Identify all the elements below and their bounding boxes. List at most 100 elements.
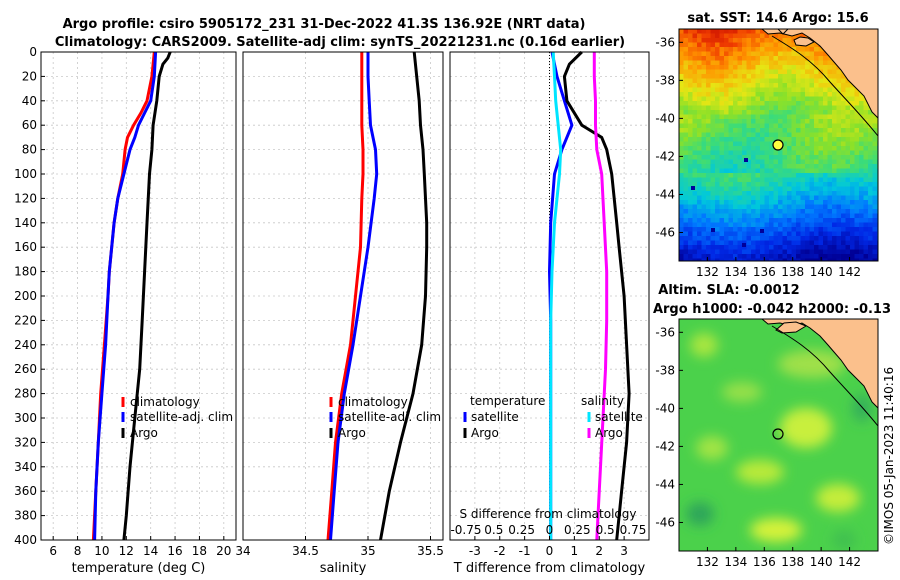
map-x-tick-label: 140 [810, 555, 833, 569]
y-tick-label: 320 [14, 435, 37, 449]
x-tick-label: 6 [49, 544, 57, 558]
sla-map [679, 319, 878, 551]
x-tick-label: 18 [192, 544, 207, 558]
x-tick-label: 35 [360, 544, 375, 558]
figure-title-line1: Argo profile: csiro 5905172_231 31-Dec-2… [63, 17, 586, 32]
s-difference-tick-label: 0.5 [596, 523, 615, 537]
x-tick-label: 34 [235, 544, 250, 558]
sst-map-frame [678, 28, 879, 262]
x-tick-label: -1 [519, 544, 531, 558]
legend-label-climatology: climatology [338, 395, 408, 409]
x-tick-label: 34.5 [292, 544, 319, 558]
legend-label-argo: Argo [338, 426, 366, 440]
x-tick-label: 35.5 [417, 544, 444, 558]
sst-map [679, 29, 878, 261]
map-y-tick-label: -44 [655, 187, 675, 201]
y-tick-label: 300 [14, 411, 37, 425]
map-x-tick-label: 142 [838, 555, 861, 569]
x-tick-label: 20 [216, 544, 231, 558]
legend-label-t-argo: Argo [471, 426, 499, 440]
legend-label-argo: Argo [130, 426, 158, 440]
map-x-tick-label: 134 [724, 265, 747, 279]
series-line-argo [379, 51, 429, 541]
legend-label-satellite: satellite-adj. clim [338, 410, 441, 424]
y-tick-label: 80 [22, 143, 37, 157]
figure-title-line2: Climatology: CARS2009. Satellite-adj cli… [55, 35, 625, 50]
s-difference-label: S difference from climatology [460, 507, 637, 521]
y-tick-label: 400 [14, 533, 37, 547]
legend-label-s-satellite: satellite [595, 410, 643, 424]
plot-frame [242, 51, 444, 541]
y-tick-label: 140 [14, 216, 37, 230]
kangaroo-island [793, 36, 815, 47]
gulf-coast [777, 29, 789, 35]
y-tick-label: 160 [14, 240, 37, 254]
x-tick-label: 10 [94, 544, 109, 558]
difference-panel: -3 -2 -1 0 1 2 3 T difference from climatology -… [449, 50, 650, 576]
legend-label-s-argo: Argo [595, 426, 623, 440]
map-x-tick-label: 138 [781, 555, 804, 569]
series-line-argo [122, 51, 172, 541]
legend-label-climatology: climatology [130, 395, 200, 409]
series-line-s-satellite [549, 51, 563, 540]
map-x-tick-label: 142 [838, 265, 861, 279]
map-x-tick-label: 134 [724, 555, 747, 569]
map-y-tick-label: -36 [655, 325, 675, 339]
map-y-tick-label: -44 [655, 477, 675, 491]
map-x-tick-label: 132 [696, 555, 719, 569]
y-tick-label: 220 [14, 313, 37, 327]
y-tick-label: 360 [14, 484, 37, 498]
series-line-climatology [326, 52, 365, 541]
y-tick-label: 200 [14, 289, 37, 303]
sst-map-title: sat. SST: 14.6 Argo: 15.6 [687, 11, 868, 26]
map-x-tick-label: 136 [753, 555, 776, 569]
s-difference-tick-label: 0.25 [564, 523, 591, 537]
s-difference-tick-label: 0.25 [508, 523, 535, 537]
y-tick-label: 340 [14, 460, 37, 474]
x-tick-label: 0 [546, 544, 554, 558]
sla-map-frame [678, 318, 879, 552]
x-axis-label: T difference from climatology [453, 561, 646, 576]
map-y-tick-label: -42 [655, 439, 675, 453]
map-y-tick-label: -40 [655, 111, 675, 125]
series-line-satellite-adj-clim [329, 52, 379, 541]
argo-location-marker [772, 139, 784, 151]
series-line-s-argo [592, 52, 609, 541]
y-tick-label: 60 [22, 118, 37, 132]
difference-legend: temperature satellite Argo salinity sate… [463, 394, 643, 440]
s-difference-tick-label: 0 [546, 523, 554, 537]
temperature-panel: 6 8 10 12 14 16 18 20 temperature (deg C) 0 20 40 60… [14, 45, 237, 576]
y-tick-label: 120 [14, 191, 37, 205]
s-difference-tick-label: 0.5 [484, 523, 503, 537]
x-tick-label: 8 [74, 544, 82, 558]
salinity-legend: climatology satellite-adj. clim Argo [329, 395, 441, 440]
salinity-panel: 34 34.5 35 35.5 salinity [235, 51, 444, 576]
legend-label-t-satellite: satellite [471, 410, 519, 424]
x-axis-label: salinity [320, 561, 367, 576]
kangaroo-island-sla [775, 321, 808, 334]
s-difference-tick-label: -0.75 [450, 523, 481, 537]
series-line-satellite-adj-clim [93, 51, 158, 541]
map-y-tick-label: -40 [655, 401, 675, 415]
x-axis-label: temperature (deg C) [72, 561, 206, 576]
y-tick-label: 0 [29, 45, 37, 59]
y-tick-label: 100 [14, 167, 37, 181]
x-tick-label: 2 [595, 544, 603, 558]
map-y-tick-label: -36 [655, 35, 675, 49]
y-tick-label: 180 [14, 265, 37, 279]
legend-title-temperature: temperature [470, 394, 545, 408]
map-y-tick-label: -38 [655, 363, 675, 377]
legend-title-salinity: salinity [581, 394, 624, 408]
x-tick-label: -2 [494, 544, 506, 558]
y-tick-label: 280 [14, 387, 37, 401]
sla-map-title-line1: Altim. SLA: -0.0012 [658, 283, 799, 298]
sla-map-axes: 132 134 136 138 140 142 -36 -38 -40 -42 -44 -46 [655, 325, 861, 569]
y-tick-label: 40 [22, 94, 37, 108]
argo-location-marker-sla [772, 428, 784, 440]
map-x-tick-label: 140 [810, 265, 833, 279]
x-tick-label: 12 [119, 544, 134, 558]
legend-label-satellite: satellite-adj. clim [130, 410, 233, 424]
map-x-tick-label: 138 [781, 265, 804, 279]
timestamp-stamp: ©IMOS 05-Jan-2023 11:40:16 [882, 367, 896, 545]
